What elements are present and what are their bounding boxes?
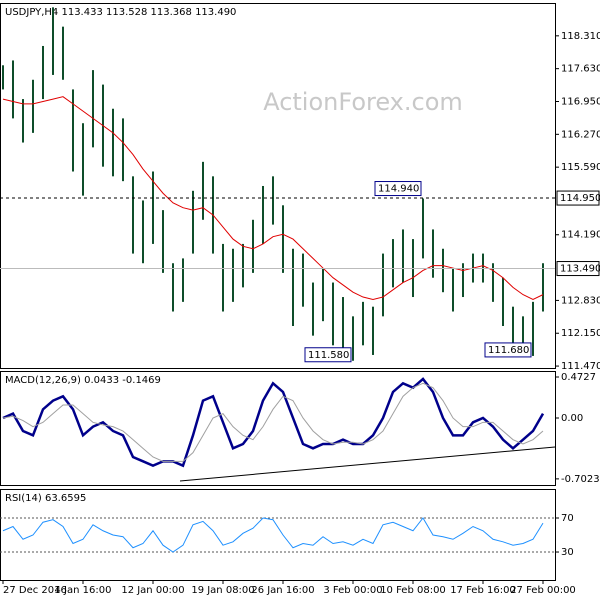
x-tick-label: 3 Feb 00:00 bbox=[323, 585, 382, 596]
level-box bbox=[556, 261, 600, 277]
y-tick-label: 0.4727 bbox=[561, 372, 596, 383]
series-line bbox=[2, 517, 544, 553]
x-tick-label: 12 Jan 00:00 bbox=[121, 585, 184, 596]
series-line bbox=[2, 377, 545, 468]
y-tick-label: 115.590 bbox=[561, 162, 600, 173]
x-tick-label: 10 Feb 08:00 bbox=[380, 585, 446, 596]
y-tick-label: 111.470 bbox=[561, 361, 600, 372]
point-label-box bbox=[304, 347, 352, 363]
y-tick-label: 0.00 bbox=[561, 413, 583, 424]
x-tick-label: 27 Feb 00:00 bbox=[510, 585, 576, 596]
panel-frame bbox=[0, 371, 556, 486]
x-tick-label: 4 Jan 16:00 bbox=[55, 585, 112, 596]
point-label: 114.940 bbox=[378, 184, 419, 195]
x-tick-label: 27 Dec 2016 bbox=[3, 585, 67, 596]
x-tick-label: 26 Jan 16:00 bbox=[251, 585, 314, 596]
point-label: 111.580 bbox=[308, 350, 349, 361]
level-label: 114.950 bbox=[560, 193, 600, 204]
series-line bbox=[2, 382, 544, 462]
panel-frame bbox=[0, 489, 556, 581]
watermark: ActionForex.com bbox=[263, 88, 463, 116]
panel-header: RSI(14) 63.6595 bbox=[5, 493, 86, 504]
trend-line bbox=[179, 446, 556, 482]
panel-header: USDJPY,H4 113.433 113.528 113.368 113.49… bbox=[5, 7, 236, 18]
y-tick-label: 118.310 bbox=[561, 31, 600, 42]
plot bbox=[2, 377, 545, 468]
point-label-box bbox=[374, 181, 422, 197]
y-tick-label: 116.950 bbox=[561, 96, 600, 107]
y-tick-label: 112.150 bbox=[561, 328, 600, 339]
plot bbox=[2, 517, 544, 553]
panel-header: MACD(12,26,9) 0.0433 -0.1469 bbox=[5, 375, 161, 386]
level-box bbox=[556, 190, 600, 206]
y-tick-label: 70 bbox=[561, 513, 574, 524]
y-tick-label: 112.830 bbox=[561, 295, 600, 306]
y-tick-label: 117.630 bbox=[561, 64, 600, 75]
y-tick-label: 30 bbox=[561, 547, 574, 558]
level-label: 113.490 bbox=[560, 264, 600, 275]
x-tick-label: 19 Jan 08:00 bbox=[191, 585, 254, 596]
y-tick-label: 116.270 bbox=[561, 129, 600, 140]
point-label-box bbox=[484, 342, 532, 358]
panel-frame bbox=[0, 3, 556, 369]
y-tick-label: 114.190 bbox=[561, 230, 600, 241]
x-tick-label: 17 Feb 16:00 bbox=[450, 585, 516, 596]
point-label: 111.680 bbox=[488, 345, 529, 356]
y-tick-label: -0.7023 bbox=[561, 474, 600, 485]
